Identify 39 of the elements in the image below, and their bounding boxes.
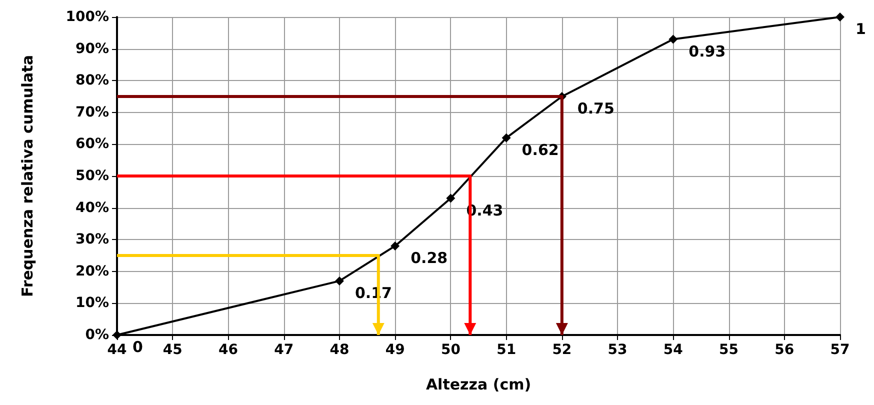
x-tick-label: 54 [663,342,684,358]
y-tick-label: 0% [85,327,109,343]
x-tick-label: 51 [496,342,516,358]
x-tick-label: 48 [330,342,350,358]
x-axis-title: Altezza (cm) [426,376,532,394]
y-tick-label: 80% [75,72,109,89]
point [836,12,844,22]
x-tick-label: 56 [774,342,794,358]
y-tick-label: 40% [75,200,109,216]
x-tick-label: 50 [440,342,461,358]
point [668,34,678,44]
y-tick-label: 60% [75,136,109,152]
y-tick-label: 100% [66,9,109,25]
y-tick-label: 90% [75,40,109,57]
x-tick-label: 45 [162,342,182,358]
x-tick-label: 44 [107,342,127,358]
x-tick-label: 49 [385,342,405,358]
x-tick-label: 57 [830,342,850,358]
x-tick-label: 52 [552,342,572,358]
data-label: 1 [856,20,866,38]
y-tick-label: 70% [75,104,109,120]
data-label: 0 [132,338,143,356]
data-label: 0.62 [522,140,559,159]
y-tick-label: 10% [75,295,109,312]
data-label: 0.28 [410,248,448,267]
y-tick-label: 20% [75,263,109,280]
data-label: 0.75 [577,100,614,118]
y-tick-label: 30% [75,232,109,248]
point [334,276,344,286]
x-tick-label: 46 [218,342,238,358]
x-tick-label: 53 [608,342,628,358]
point [390,241,400,250]
x-tick-label: 47 [274,342,294,358]
x-tick-label: 55 [719,342,739,358]
y-axis-title: Frequenza relativa cumulata [18,55,36,297]
point [446,194,456,203]
y-tick-label: 50% [75,168,109,184]
point [502,133,511,142]
data-label: 0.93 [688,42,726,60]
